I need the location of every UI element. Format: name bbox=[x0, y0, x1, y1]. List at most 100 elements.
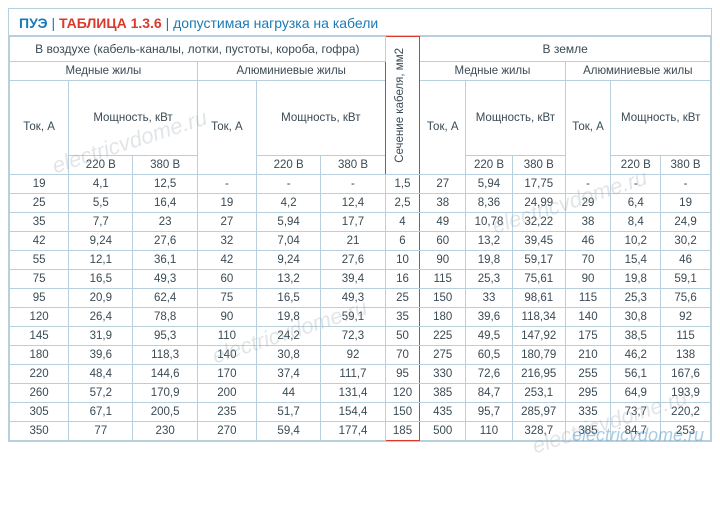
table-cell: 24,9 bbox=[661, 212, 711, 231]
cable-table-container: ПУЭ | ТАБЛИЦА 1.3.6 | допустимая нагрузк… bbox=[8, 8, 712, 442]
table-cell: 6,4 bbox=[611, 193, 661, 212]
table-cell: 216,95 bbox=[512, 364, 565, 383]
header-220v: 220 В bbox=[256, 155, 320, 174]
table-cell: 10,2 bbox=[611, 231, 661, 250]
table-cell: 110 bbox=[466, 421, 513, 440]
table-cell: 35 bbox=[385, 307, 420, 326]
table-row: 357,723275,9417,744910,7832,22388,424,9 bbox=[10, 212, 711, 231]
table-cell: 98,61 bbox=[512, 288, 565, 307]
table-cell: 200 bbox=[197, 383, 256, 402]
table-cell: 8,4 bbox=[611, 212, 661, 231]
table-cell: - bbox=[661, 174, 711, 193]
table-row: 9520,962,47516,549,3251503398,6111525,37… bbox=[10, 288, 711, 307]
table-cell: 78,8 bbox=[133, 307, 197, 326]
table-cell: 255 bbox=[565, 364, 611, 383]
table-cell: 200,5 bbox=[133, 402, 197, 421]
table-cell: 46 bbox=[565, 231, 611, 250]
table-cell: 31,9 bbox=[69, 326, 133, 345]
table-cell: 6 bbox=[385, 231, 420, 250]
table-cell: 335 bbox=[565, 402, 611, 421]
table-cell: 9,24 bbox=[69, 231, 133, 250]
table-cell: 55 bbox=[10, 250, 69, 269]
table-row: 14531,995,311024,272,35022549,5147,92175… bbox=[10, 326, 711, 345]
table-cell: 30,8 bbox=[256, 345, 320, 364]
table-cell: 29 bbox=[565, 193, 611, 212]
table-cell: 220,2 bbox=[661, 402, 711, 421]
table-cell: 17,7 bbox=[321, 212, 385, 231]
table-cell: 42 bbox=[10, 231, 69, 250]
table-cell: 120 bbox=[10, 307, 69, 326]
table-cell: 138 bbox=[661, 345, 711, 364]
table-cell: 285,97 bbox=[512, 402, 565, 421]
table-cell: 110 bbox=[197, 326, 256, 345]
table-cell: 500 bbox=[420, 421, 466, 440]
table-cell: 185 bbox=[385, 421, 420, 440]
table-cell: 90 bbox=[420, 250, 466, 269]
header-current: Ток, А bbox=[420, 81, 466, 175]
table-cell: 235 bbox=[197, 402, 256, 421]
table-cell: 92 bbox=[661, 307, 711, 326]
table-cell: 38,5 bbox=[611, 326, 661, 345]
table-cell: 10,78 bbox=[466, 212, 513, 231]
table-cell: - bbox=[256, 174, 320, 193]
table-cell: 4,1 bbox=[69, 174, 133, 193]
table-cell: 27 bbox=[197, 212, 256, 231]
table-cell: 220 bbox=[10, 364, 69, 383]
table-cell: 435 bbox=[420, 402, 466, 421]
table-cell: 305 bbox=[10, 402, 69, 421]
title-description: допустимая нагрузка на кабели bbox=[173, 15, 378, 31]
table-cell: 24,99 bbox=[512, 193, 565, 212]
table-cell: - bbox=[611, 174, 661, 193]
table-cell: 92 bbox=[321, 345, 385, 364]
table-cell: 24,2 bbox=[256, 326, 320, 345]
table-cell: 73,7 bbox=[611, 402, 661, 421]
table-cell: 32 bbox=[197, 231, 256, 250]
table-cell: 140 bbox=[565, 307, 611, 326]
table-cell: 115 bbox=[420, 269, 466, 288]
table-cell: 35 bbox=[10, 212, 69, 231]
table-cell: 10 bbox=[385, 250, 420, 269]
table-cell: 19 bbox=[661, 193, 711, 212]
table-cell: 49,5 bbox=[466, 326, 513, 345]
cable-load-table: В воздухе (кабель-каналы, лотки, пустоты… bbox=[9, 36, 711, 441]
table-cell: 12,4 bbox=[321, 193, 385, 212]
table-cell: 25 bbox=[385, 288, 420, 307]
header-alum-air: Алюминиевые жилы bbox=[197, 62, 385, 81]
table-cell: 20,9 bbox=[69, 288, 133, 307]
header-220v: 220 В bbox=[611, 155, 661, 174]
table-cell: 225 bbox=[420, 326, 466, 345]
table-cell: 48,4 bbox=[69, 364, 133, 383]
title-table-number: ТАБЛИЦА 1.3.6 bbox=[59, 15, 162, 31]
title-bar: ПУЭ | ТАБЛИЦА 1.3.6 | допустимая нагрузк… bbox=[9, 9, 711, 36]
table-cell: 12,5 bbox=[133, 174, 197, 193]
table-cell: 70 bbox=[565, 250, 611, 269]
table-row: 3507723027059,4177,4185500110328,738584,… bbox=[10, 421, 711, 440]
table-cell: 8,36 bbox=[466, 193, 513, 212]
table-cell: 167,6 bbox=[661, 364, 711, 383]
table-cell: 51,7 bbox=[256, 402, 320, 421]
header-copper-air: Медные жилы bbox=[10, 62, 198, 81]
table-cell: 60,5 bbox=[466, 345, 513, 364]
table-cell: 170 bbox=[197, 364, 256, 383]
table-cell: 12,1 bbox=[69, 250, 133, 269]
table-cell: 84,7 bbox=[611, 421, 661, 440]
table-cell: 147,92 bbox=[512, 326, 565, 345]
table-cell: 140 bbox=[197, 345, 256, 364]
table-cell: 33 bbox=[466, 288, 513, 307]
table-cell: 115 bbox=[565, 288, 611, 307]
table-cell: 75,61 bbox=[512, 269, 565, 288]
table-cell: 75,6 bbox=[661, 288, 711, 307]
table-cell: 72,3 bbox=[321, 326, 385, 345]
table-cell: 32,22 bbox=[512, 212, 565, 231]
table-cell: 150 bbox=[385, 402, 420, 421]
header-power: Мощность, кВт bbox=[611, 81, 711, 156]
table-cell: 295 bbox=[565, 383, 611, 402]
table-cell: 75 bbox=[10, 269, 69, 288]
table-cell: 49,3 bbox=[321, 288, 385, 307]
table-cell: 385 bbox=[420, 383, 466, 402]
header-current: Ток, А bbox=[197, 81, 256, 175]
table-cell: 4 bbox=[385, 212, 420, 231]
table-cell: 180 bbox=[420, 307, 466, 326]
header-current: Ток, А bbox=[10, 81, 69, 175]
table-cell: 19 bbox=[197, 193, 256, 212]
